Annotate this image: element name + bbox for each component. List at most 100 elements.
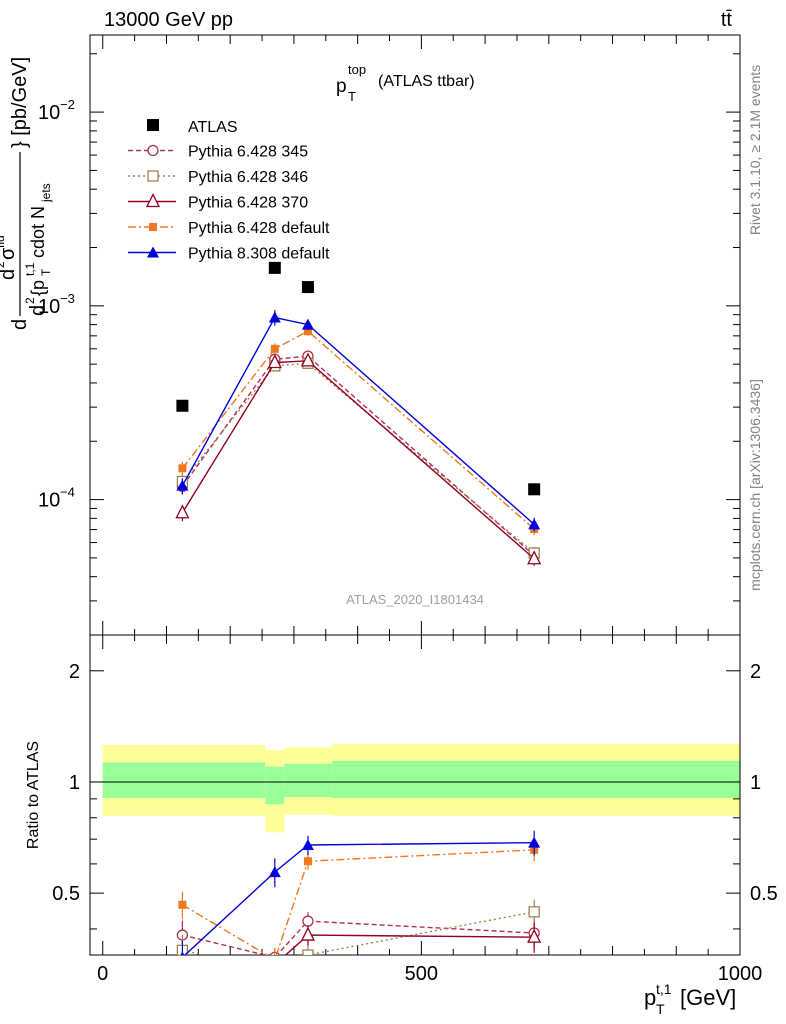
series-ratio-point: [180, 951, 185, 955]
series-ratio-point: [270, 965, 280, 975]
series-point: [527, 550, 542, 565]
title-suffix: (ATLAS ttbar): [378, 73, 475, 90]
atlas-data-point: [301, 281, 314, 294]
svg-text:T: T: [39, 268, 53, 276]
x-tick-label: 500: [405, 963, 438, 985]
series-ratio-line: [182, 920, 535, 955]
series-ratio-line: [183, 841, 535, 955]
y-tick-label-base: 10: [38, 296, 60, 318]
atlas-data-point: [268, 261, 281, 274]
ratio-tick-label-left: 0.5: [52, 883, 80, 905]
uncertainty-band-green: [332, 760, 740, 798]
y-tick-label-base: 10: [38, 102, 60, 124]
series-ratio-point: [271, 956, 279, 964]
ratio-series-group: [176, 830, 542, 991]
y-tick-label: 10 −4: [38, 485, 75, 512]
legend-label: Pythia 6.428 370: [188, 195, 308, 212]
series-point: [176, 479, 189, 491]
y-tick-label-exponent: −4: [60, 485, 75, 500]
series-ratio-point: [268, 866, 281, 878]
legend-entry-atlas: ATLAS: [147, 119, 238, 136]
ratio-tick-label-right: 2: [750, 661, 761, 683]
legend-label: Pythia 8.308 default: [188, 246, 330, 263]
series-line: [181, 360, 535, 560]
x-label-sup: t,1: [656, 981, 672, 997]
series-ratio-point: [178, 900, 187, 909]
mcplots-label: mcplots.cern.ch [arXiv:1306.3436]: [747, 379, 763, 591]
legend-entry: Pythia 8.308 default: [128, 246, 330, 263]
process-label: 13000 GeV pp: [104, 9, 233, 31]
y-tick-label: 10 −2: [38, 97, 75, 124]
uncertainty-band-green: [284, 763, 333, 798]
series-point: [300, 352, 315, 367]
legend-marker: [147, 170, 159, 182]
legend-label: Pythia 6.428 346: [188, 169, 308, 186]
series-point: [303, 327, 312, 336]
ratio-y-axis-label: Ratio to ATLAS: [25, 741, 42, 849]
x-label-unit: [GeV]: [680, 985, 736, 1010]
uncertainty-band-green: [265, 766, 285, 805]
series-ratio-point: [176, 979, 188, 991]
title-sub: T: [348, 89, 356, 104]
series-ratio-line: [182, 911, 535, 955]
legend-marker: [147, 119, 159, 131]
svg-text:t,1: t,1: [23, 262, 37, 276]
y-tick-label: 10 −3: [38, 291, 75, 318]
plot-title: p top T (ATLAS ttbar): [336, 62, 475, 104]
series-point: [178, 464, 187, 473]
legend-label: ATLAS: [188, 119, 238, 136]
title-p: p: [336, 76, 347, 97]
x-axis-label: p T t,1 [GeV]: [644, 981, 736, 1017]
svg-text:jets: jets: [39, 183, 53, 203]
svg-text:cdot N: cdot N: [28, 206, 48, 258]
svg-text:} [pb/GeV]: } [pb/GeV]: [9, 57, 31, 148]
series-line: [181, 355, 535, 556]
ratio-tick-label-left: 2: [69, 661, 80, 683]
series-ratio-point: [527, 928, 542, 943]
y-tick-label-exponent: −3: [60, 291, 75, 306]
svg-text:fid: fid: [0, 235, 7, 248]
ratio-tick-label-left: 1: [69, 772, 80, 794]
series-ratio-line: [284, 934, 535, 955]
series-point: [301, 318, 314, 330]
final-state-label: tt̄: [721, 9, 733, 31]
series-ratio-point: [301, 839, 314, 851]
legend-marker: [145, 193, 161, 208]
analysis-watermark: ATLAS_2020_I1801434: [346, 592, 484, 607]
legend-marker: [147, 246, 159, 258]
ratio-frame: [89, 634, 741, 956]
series-ratio-point: [528, 836, 541, 848]
svg-text:d: d: [9, 319, 31, 330]
series-ratio-point: [269, 958, 281, 970]
atlas-data-point: [176, 399, 189, 412]
series-point: [270, 344, 279, 353]
main-y-axis-label: d d 2 σ fid d 2 {p T t,1 cdot N jets } […: [0, 57, 53, 330]
atlas-data-point: [528, 483, 541, 496]
x-label-sub: T: [656, 1001, 665, 1017]
svg-text:d: d: [0, 269, 19, 280]
x-tick-label: 1000: [718, 963, 763, 985]
ratio-tick-label-right: 0.5: [750, 883, 778, 905]
series-line: [181, 330, 535, 530]
ratio-tick-label-right: 1: [750, 772, 761, 794]
series-ratio-point: [303, 857, 312, 866]
legend-label: Pythia 6.428 default: [188, 220, 330, 237]
series-line: [181, 316, 535, 525]
legend-entry: Pythia 6.428 default: [128, 220, 330, 237]
y-tick-label-exponent: −2: [60, 97, 75, 112]
series-point: [175, 504, 190, 519]
legend-marker: [149, 223, 157, 231]
legend: ATLAS Pythia 6.428 345 Pythia 6.428 346 Pyt…: [128, 119, 330, 263]
series-ratio-point: [300, 926, 315, 941]
legend-label: Pythia 6.428 345: [188, 144, 308, 161]
x-label-p: p: [644, 985, 656, 1010]
y-tick-label-base: 10: [38, 490, 60, 512]
series-ratio-point: [302, 949, 314, 955]
svg-text:σ: σ: [0, 247, 19, 260]
series-point: [528, 518, 541, 530]
rivet-label: Rivet 3.1.10, ≥ 2.1M events: [747, 65, 763, 235]
x-tick-label: 0: [97, 963, 108, 985]
series-line: [181, 362, 535, 554]
